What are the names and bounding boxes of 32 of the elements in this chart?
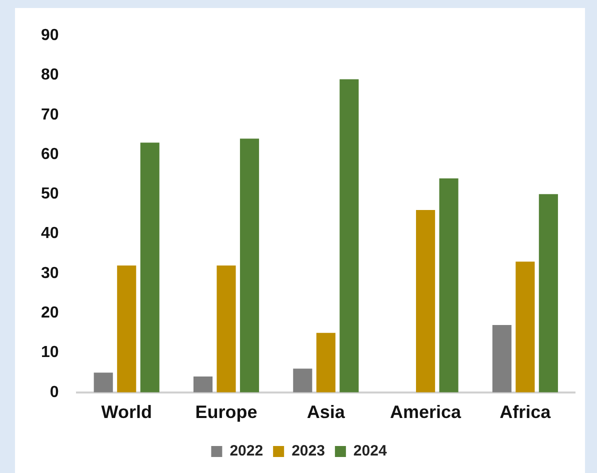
bar xyxy=(193,376,213,392)
y-tick-label: 30 xyxy=(41,264,59,282)
bar xyxy=(293,368,312,392)
x-tick-label: Asia xyxy=(306,402,346,422)
y-tick-label: 80 xyxy=(41,66,59,84)
x-tick-label: Europe xyxy=(195,402,258,422)
legend-label: 2024 xyxy=(353,442,388,460)
bar xyxy=(492,325,512,392)
legend-label: 2022 xyxy=(230,442,264,460)
bar xyxy=(94,372,113,392)
x-tick-label: America xyxy=(390,402,462,422)
bar xyxy=(316,332,336,392)
bar xyxy=(117,266,136,392)
bar xyxy=(516,262,535,392)
y-tick-label: 50 xyxy=(41,186,59,203)
y-tick-label: 70 xyxy=(41,106,59,124)
y-tick-label: 10 xyxy=(41,344,59,362)
y-tick-label: 60 xyxy=(41,146,59,163)
y-tick-label: 40 xyxy=(41,225,59,242)
bar xyxy=(140,142,160,392)
legend-label: 2023 xyxy=(292,442,325,460)
y-tick-label: 0 xyxy=(50,384,59,401)
y-tick-label: 90 xyxy=(41,27,59,44)
bar xyxy=(340,79,359,392)
x-tick-label: Africa xyxy=(500,402,552,422)
bar xyxy=(439,178,458,392)
bar xyxy=(240,138,260,392)
x-tick-label: World xyxy=(101,402,152,422)
bar xyxy=(416,210,436,392)
bar xyxy=(538,194,558,392)
y-tick-label: 20 xyxy=(41,304,59,322)
bar xyxy=(216,266,236,392)
